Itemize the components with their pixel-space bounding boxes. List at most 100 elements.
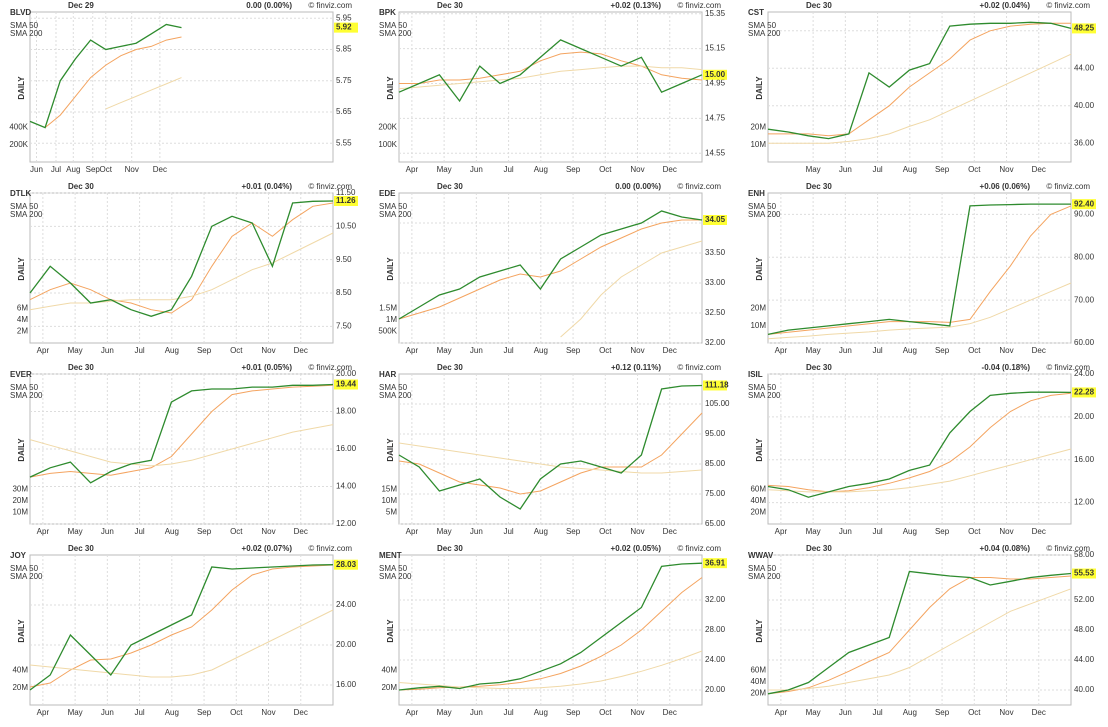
y-tick-label: 65.00: [705, 519, 726, 528]
last-price-box: [1072, 199, 1096, 210]
x-tick-label: Dec: [663, 527, 677, 536]
price-line: [767, 570, 1072, 695]
x-tick-label: Jun: [101, 708, 114, 717]
last-price-box: [1072, 387, 1096, 398]
legend-entry: SMA 50: [748, 564, 777, 573]
x-tick-label: Dec: [663, 346, 677, 355]
x-tick-label: Jul: [134, 527, 144, 536]
x-tick-label: May: [437, 346, 452, 355]
x-tick-label: Oct: [968, 708, 981, 717]
ticker: BLVD: [10, 8, 31, 17]
source: © finviz.com: [677, 1, 721, 10]
y-tick-label: 24.00: [336, 600, 357, 609]
x-tick-label: Jun: [839, 708, 852, 717]
legend-entry: SMA 50: [10, 202, 39, 211]
last-price-box: [703, 215, 727, 225]
x-tick-label: Jul: [872, 527, 882, 536]
x-tick-label: Nov: [125, 165, 139, 174]
volume-tick-label: 20M: [12, 496, 28, 505]
x-tick-label: Dec: [663, 165, 677, 174]
x-tick-label: Sep: [86, 165, 101, 174]
source: © finviz.com: [308, 544, 352, 553]
y-tick-label: 5.55: [336, 138, 352, 147]
y-tick-label: 80.00: [1074, 252, 1095, 261]
timeframe: DAILY: [755, 76, 764, 100]
y-tick-label: 9.50: [336, 255, 352, 264]
timeframe: DAILY: [17, 438, 26, 462]
x-tick-label: Oct: [230, 708, 243, 717]
x-tick-label: Apr: [37, 346, 50, 355]
price-line: [398, 562, 703, 691]
x-tick-label: Jun: [839, 165, 852, 174]
y-tick-label: 40.00: [1074, 101, 1095, 110]
sma-line: [398, 442, 703, 474]
last-price-label: 55.53: [1074, 569, 1095, 578]
x-tick-label: Nov: [261, 708, 275, 717]
x-tick-label: Sep: [935, 527, 950, 536]
volume-tick-label: 10M: [381, 496, 397, 505]
sma-line: [29, 232, 334, 311]
x-tick-label: May: [806, 346, 821, 355]
plot-area: [398, 192, 703, 344]
volume-tick-label: 6M: [17, 303, 28, 312]
x-tick-label: May: [437, 527, 452, 536]
x-tick-label: Aug: [903, 527, 917, 536]
source: © finviz.com: [1046, 182, 1090, 191]
timeframe: DAILY: [386, 619, 395, 643]
timeframe: DAILY: [17, 257, 26, 281]
timeframe: DAILY: [17, 619, 26, 643]
plot-area: [29, 554, 334, 706]
price-line: [29, 383, 334, 484]
x-tick-label: May: [68, 708, 83, 717]
plot-area: [767, 11, 1072, 163]
x-tick-label: Jun: [30, 165, 43, 174]
legend-entry: SMA 50: [379, 202, 408, 211]
x-tick-label: Jun: [470, 165, 483, 174]
y-tick-label: 5.95: [336, 13, 352, 22]
x-tick-label: Dec: [153, 165, 167, 174]
sma-line: [105, 77, 182, 110]
y-tick-label: 70.00: [1074, 295, 1095, 304]
sma-line: [560, 240, 703, 338]
legend-entry: SMA 50: [10, 564, 39, 573]
x-tick-label: Dec: [294, 708, 308, 717]
x-tick-label: Aug: [903, 346, 917, 355]
y-tick-label: 20.00: [1074, 412, 1095, 421]
change: +0.02 (0.05%): [611, 544, 662, 553]
x-tick-label: Aug: [903, 165, 917, 174]
y-tick-label: 44.00: [1074, 655, 1095, 664]
x-tick-label: Aug: [165, 346, 179, 355]
x-tick-label: Oct: [968, 165, 981, 174]
chart-panel: 32.0032.5033.0033.5034.00AprMayJunJulAug…: [378, 182, 727, 355]
change: +0.02 (0.13%): [611, 1, 662, 10]
sma-line: [767, 392, 1072, 493]
sma-line: [399, 51, 703, 84]
y-tick-label: 18.00: [336, 407, 357, 416]
chart-panel: 5.55 5.65 5.75 5.85 5.95 Jun Jul Aug Sep Oct Nov De…: [9, 1, 358, 174]
sma-line: [29, 609, 334, 678]
plot-area: [767, 373, 1072, 525]
y-tick-label: 11.50: [336, 188, 356, 197]
x-tick-label: Aug: [66, 165, 80, 174]
legend-entry: SMA 50: [379, 564, 408, 573]
volume-tick-label: 60M: [750, 665, 766, 674]
x-tick-label: Dec: [1032, 165, 1046, 174]
y-tick-label: 7.50: [336, 321, 352, 330]
ticker: JOY: [10, 551, 27, 560]
y-tick-label: 28.00: [705, 625, 726, 634]
x-tick-label: Apr: [406, 527, 419, 536]
chart-panel: 12.00 14.00 16.00 18.00 20.00 Apr May Jun Jul Aug…: [10, 363, 358, 536]
price-line: [29, 23, 182, 129]
x-tick-label: Oct: [230, 346, 243, 355]
volume-tick-label: 20M: [381, 683, 397, 692]
x-tick-label: Aug: [534, 346, 548, 355]
last-price-label: 92.40: [1074, 199, 1095, 208]
volume-tick-label: 10M: [750, 321, 766, 330]
x-tick-label: Apr: [406, 708, 419, 717]
y-tick-label: 5.85: [336, 45, 352, 54]
price-line: [29, 200, 334, 317]
ticker: ISIL: [748, 370, 763, 379]
x-tick-label: Nov: [261, 346, 275, 355]
x-tick-label: Apr: [775, 708, 788, 717]
x-tick-label: Oct: [968, 346, 981, 355]
